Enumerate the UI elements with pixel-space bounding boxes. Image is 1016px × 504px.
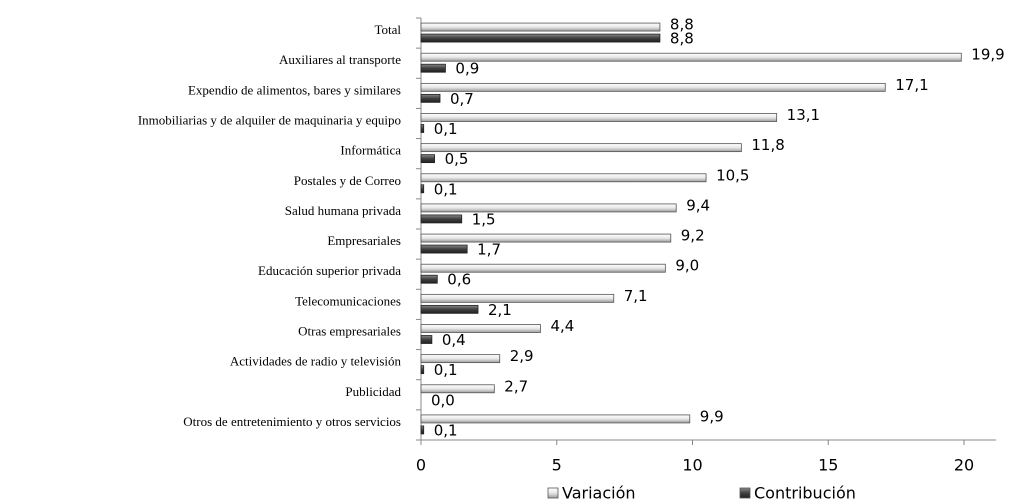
value-label: 10,5 <box>716 166 749 184</box>
value-label: 2,9 <box>510 347 534 365</box>
value-label: 0,5 <box>445 150 469 168</box>
value-label: 1,5 <box>472 210 496 228</box>
value-label: 19,9 <box>971 46 1004 64</box>
value-label: 2,7 <box>504 377 528 395</box>
category-label: Otras empresariales <box>298 323 401 338</box>
category-label: Telecomunicaciones <box>295 293 401 308</box>
bar <box>420 63 446 73</box>
bar <box>420 93 441 103</box>
bar <box>420 214 463 224</box>
bar <box>420 113 778 122</box>
value-label: 8,8 <box>670 30 694 48</box>
bar <box>420 143 742 153</box>
value-label: 0,6 <box>447 271 471 289</box>
bar <box>420 82 886 92</box>
value-label: 0,1 <box>434 361 458 379</box>
category-label: Publicidad <box>345 384 401 399</box>
value-label: 7,1 <box>624 287 648 305</box>
value-label: 0,4 <box>442 331 466 349</box>
x-tick-label: 20 <box>954 456 974 475</box>
bar <box>420 52 962 62</box>
bar <box>420 274 438 284</box>
bar <box>420 154 435 164</box>
bar <box>420 335 433 344</box>
x-tick-label: 10 <box>682 456 702 475</box>
category-label: Total <box>374 22 401 37</box>
value-label: 0,0 <box>431 391 455 409</box>
bar <box>420 365 425 375</box>
bar <box>420 244 468 254</box>
bar <box>420 233 672 243</box>
bar <box>420 124 425 133</box>
bar <box>420 414 691 424</box>
bar <box>420 425 425 435</box>
value-label: 9,9 <box>700 407 724 425</box>
bar <box>420 324 541 333</box>
category-label: Educación superior privada <box>258 263 401 278</box>
bar <box>420 354 501 364</box>
legend-label: Variación <box>562 484 636 503</box>
value-label: 0,1 <box>434 421 458 439</box>
legend-swatch <box>547 487 559 499</box>
category-label: Expendio de alimentos, bares y similares <box>188 82 401 97</box>
category-label: Salud humana privada <box>285 203 401 218</box>
value-label: 1,7 <box>477 241 501 259</box>
bar <box>420 304 479 314</box>
bar <box>420 384 495 394</box>
value-label: 13,1 <box>787 106 820 124</box>
value-label: 0,1 <box>434 120 458 138</box>
bar <box>420 22 661 32</box>
value-label: 0,7 <box>450 90 474 108</box>
legend-swatch <box>739 487 751 499</box>
category-label: Auxiliares al transporte <box>279 52 401 67</box>
category-label: Otros de entretenimiento y otros servici… <box>183 414 401 429</box>
x-tick-label: 15 <box>818 456 838 475</box>
category-label: Inmobiliarias y de alquiler de maquinari… <box>138 112 401 127</box>
value-label: 17,1 <box>895 76 928 94</box>
value-label: 0,1 <box>434 180 458 198</box>
category-label: Actividades de radio y televisión <box>230 354 402 369</box>
value-label: 2,1 <box>488 301 512 319</box>
x-tick-label: 5 <box>552 456 562 475</box>
x-tick-label: 0 <box>416 456 426 475</box>
category-label: Postales y de Correo <box>294 173 401 188</box>
category-label: Informática <box>340 143 401 158</box>
value-label: 9,2 <box>681 227 705 245</box>
value-label: 0,9 <box>455 60 479 78</box>
bar <box>420 173 707 183</box>
bar <box>420 263 666 273</box>
value-label: 11,8 <box>751 136 784 154</box>
value-label: 4,4 <box>550 317 574 335</box>
bar <box>420 184 425 194</box>
bar <box>420 293 615 303</box>
bar <box>420 33 661 43</box>
value-label: 9,4 <box>686 196 710 214</box>
category-label: Empresariales <box>327 233 401 248</box>
value-label: 8,8 <box>670 16 694 34</box>
value-label: 9,0 <box>675 257 699 275</box>
bar <box>420 203 677 213</box>
legend-label: Contribución <box>754 484 856 503</box>
